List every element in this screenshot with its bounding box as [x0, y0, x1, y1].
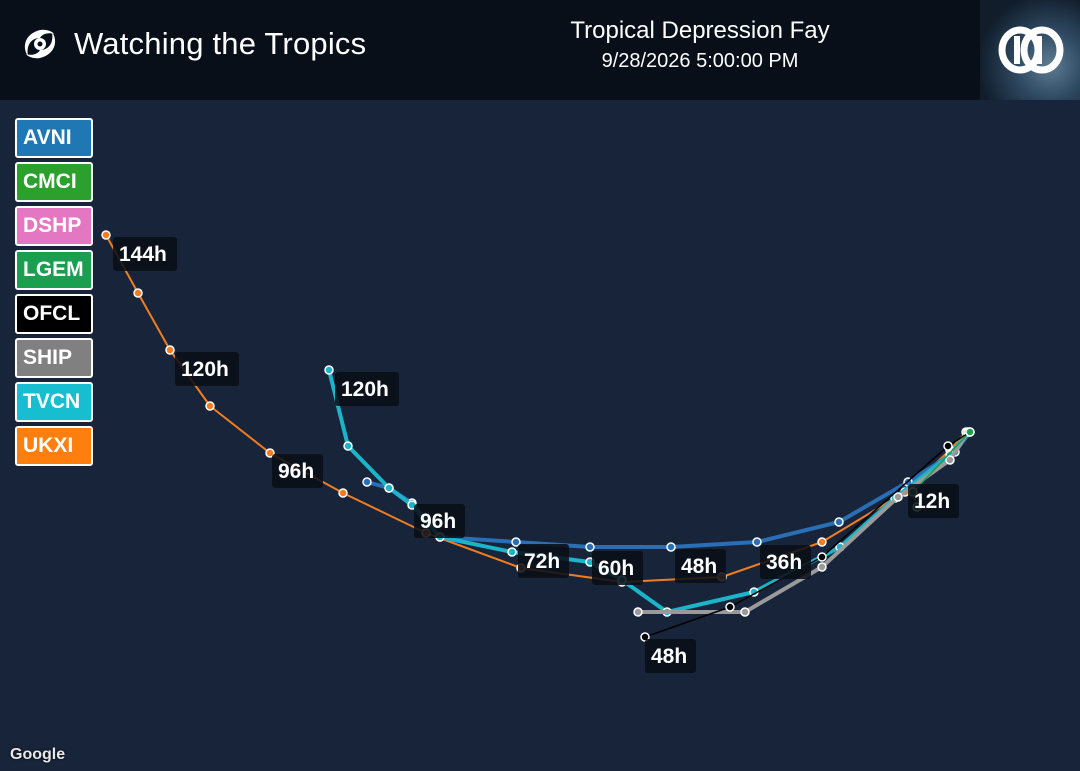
track-point-ofcl[interactable]	[725, 602, 735, 612]
hour-label-bg	[760, 545, 811, 579]
map-canvas[interactable]: 144h 120h 120h 96h 96h 72h 60h 48h 48h 36h 12h	[0, 100, 1080, 771]
hour-label-text: 48h	[681, 555, 717, 578]
track-point-ship[interactable]	[945, 455, 955, 465]
legend-item-avni[interactable]: AVNI	[15, 118, 93, 158]
hour-label: 96h	[272, 454, 323, 488]
legend-item-ofcl[interactable]: OFCL	[15, 294, 93, 334]
hour-label: 120h	[335, 372, 399, 406]
hour-label-text: 120h	[341, 378, 389, 401]
hour-label: 60h	[592, 551, 643, 585]
track-point-ofcl[interactable]	[640, 632, 650, 642]
forecast-tracks: 144h 120h 120h 96h 96h 72h 60h 48h 48h 36h 12h	[101, 230, 975, 673]
hour-label: 12h	[908, 484, 959, 518]
hour-label-text: 144h	[119, 243, 167, 266]
hour-label: 120h	[175, 352, 239, 386]
track-point-ship[interactable]	[740, 607, 750, 617]
track-point-avni[interactable]	[362, 477, 372, 487]
hour-label: 96h	[414, 504, 465, 538]
hurricane-icon	[24, 29, 56, 59]
track-point-ukxi[interactable]	[817, 537, 827, 547]
track-ship[interactable]	[633, 427, 973, 617]
track-point-avni[interactable]	[834, 517, 844, 527]
track-point-ukxi[interactable]	[101, 230, 111, 240]
storm-name: Tropical Depression Fay	[570, 17, 830, 44]
hour-label: 144h	[113, 237, 177, 271]
track-point-ofcl[interactable]	[817, 552, 827, 562]
legend-item-dshp[interactable]: DSHP	[15, 206, 93, 246]
track-line-ukxi	[105, 234, 967, 583]
track-point-lgem[interactable]	[965, 427, 975, 437]
hour-label-bg	[592, 551, 643, 585]
app-title: Watching the Tropics	[74, 26, 367, 61]
track-point-avni[interactable]	[511, 537, 521, 547]
header-bar: Watching the Tropics Tropical Depression…	[0, 0, 1080, 100]
legend-item-ukxi[interactable]: UKXI	[15, 426, 93, 466]
track-tvcn[interactable]	[324, 365, 973, 617]
dd-logo-icon	[998, 26, 1064, 74]
hour-label: 72h	[518, 544, 569, 578]
hour-label-bg	[335, 372, 399, 406]
track-point-ukxi[interactable]	[133, 288, 143, 298]
hour-label-bg	[175, 352, 239, 386]
hour-label-bg	[675, 549, 726, 583]
hour-label: 36h	[760, 545, 811, 579]
track-line-tvcn	[327, 368, 970, 614]
track-point-tvcn[interactable]	[507, 547, 517, 557]
track-point-ship[interactable]	[893, 492, 903, 502]
hour-label-bg	[272, 454, 323, 488]
track-ofcl[interactable]	[640, 427, 975, 642]
google-attribution: Google	[10, 746, 66, 763]
track-line-ship	[636, 430, 970, 614]
track-point-avni[interactable]	[666, 542, 676, 552]
legend-item-ship[interactable]: SHIP	[15, 338, 93, 378]
hour-label-bg	[908, 484, 959, 518]
track-point-ofcl[interactable]	[943, 441, 953, 451]
hour-label: 48h	[675, 549, 726, 583]
legend-item-tvcn[interactable]: TVCN	[15, 382, 93, 422]
dd-logo[interactable]	[980, 0, 1080, 100]
hour-label: 48h	[645, 639, 696, 673]
track-point-avni[interactable]	[752, 537, 762, 547]
track-point-tvcn[interactable]	[384, 483, 394, 493]
hour-label-bg	[518, 544, 569, 578]
hour-label-bg	[414, 504, 465, 538]
track-point-avni[interactable]	[585, 542, 595, 552]
track-point-ship[interactable]	[633, 607, 643, 617]
hour-label-text: 60h	[598, 557, 634, 580]
storm-datetime: 9/28/2026 5:00:00 PM	[601, 50, 799, 72]
track-point-ukxi[interactable]	[165, 345, 175, 355]
track-ukxi[interactable]	[101, 230, 971, 587]
hour-label-text: 120h	[181, 358, 229, 381]
legend-item-lgem[interactable]: LGEM	[15, 250, 93, 290]
hour-label-text: 72h	[524, 550, 560, 573]
hour-label-text: 96h	[420, 510, 456, 533]
hour-label-bg	[645, 639, 696, 673]
track-point-ukxi[interactable]	[338, 488, 348, 498]
storm-info: Tropical Depression Fay 9/28/2026 5:00:0…	[500, 16, 900, 74]
track-point-ukxi[interactable]	[265, 448, 275, 458]
hour-label-bg	[113, 237, 177, 271]
track-point-tvcn[interactable]	[343, 441, 353, 451]
hour-label-text: 12h	[914, 490, 950, 513]
model-legend: AVNI CMCI DSHP LGEM OFCL SHIP TVCN UKXI	[15, 118, 93, 470]
track-point-ukxi[interactable]	[205, 401, 215, 411]
track-point-tvcn[interactable]	[324, 365, 334, 375]
hour-label-text: 48h	[651, 645, 687, 668]
hour-label-text: 36h	[766, 551, 802, 574]
hour-label-text: 96h	[278, 460, 314, 483]
brand[interactable]: Watching the Tropics	[18, 22, 366, 66]
legend-item-cmci[interactable]: CMCI	[15, 162, 93, 202]
track-point-ship[interactable]	[817, 562, 827, 572]
